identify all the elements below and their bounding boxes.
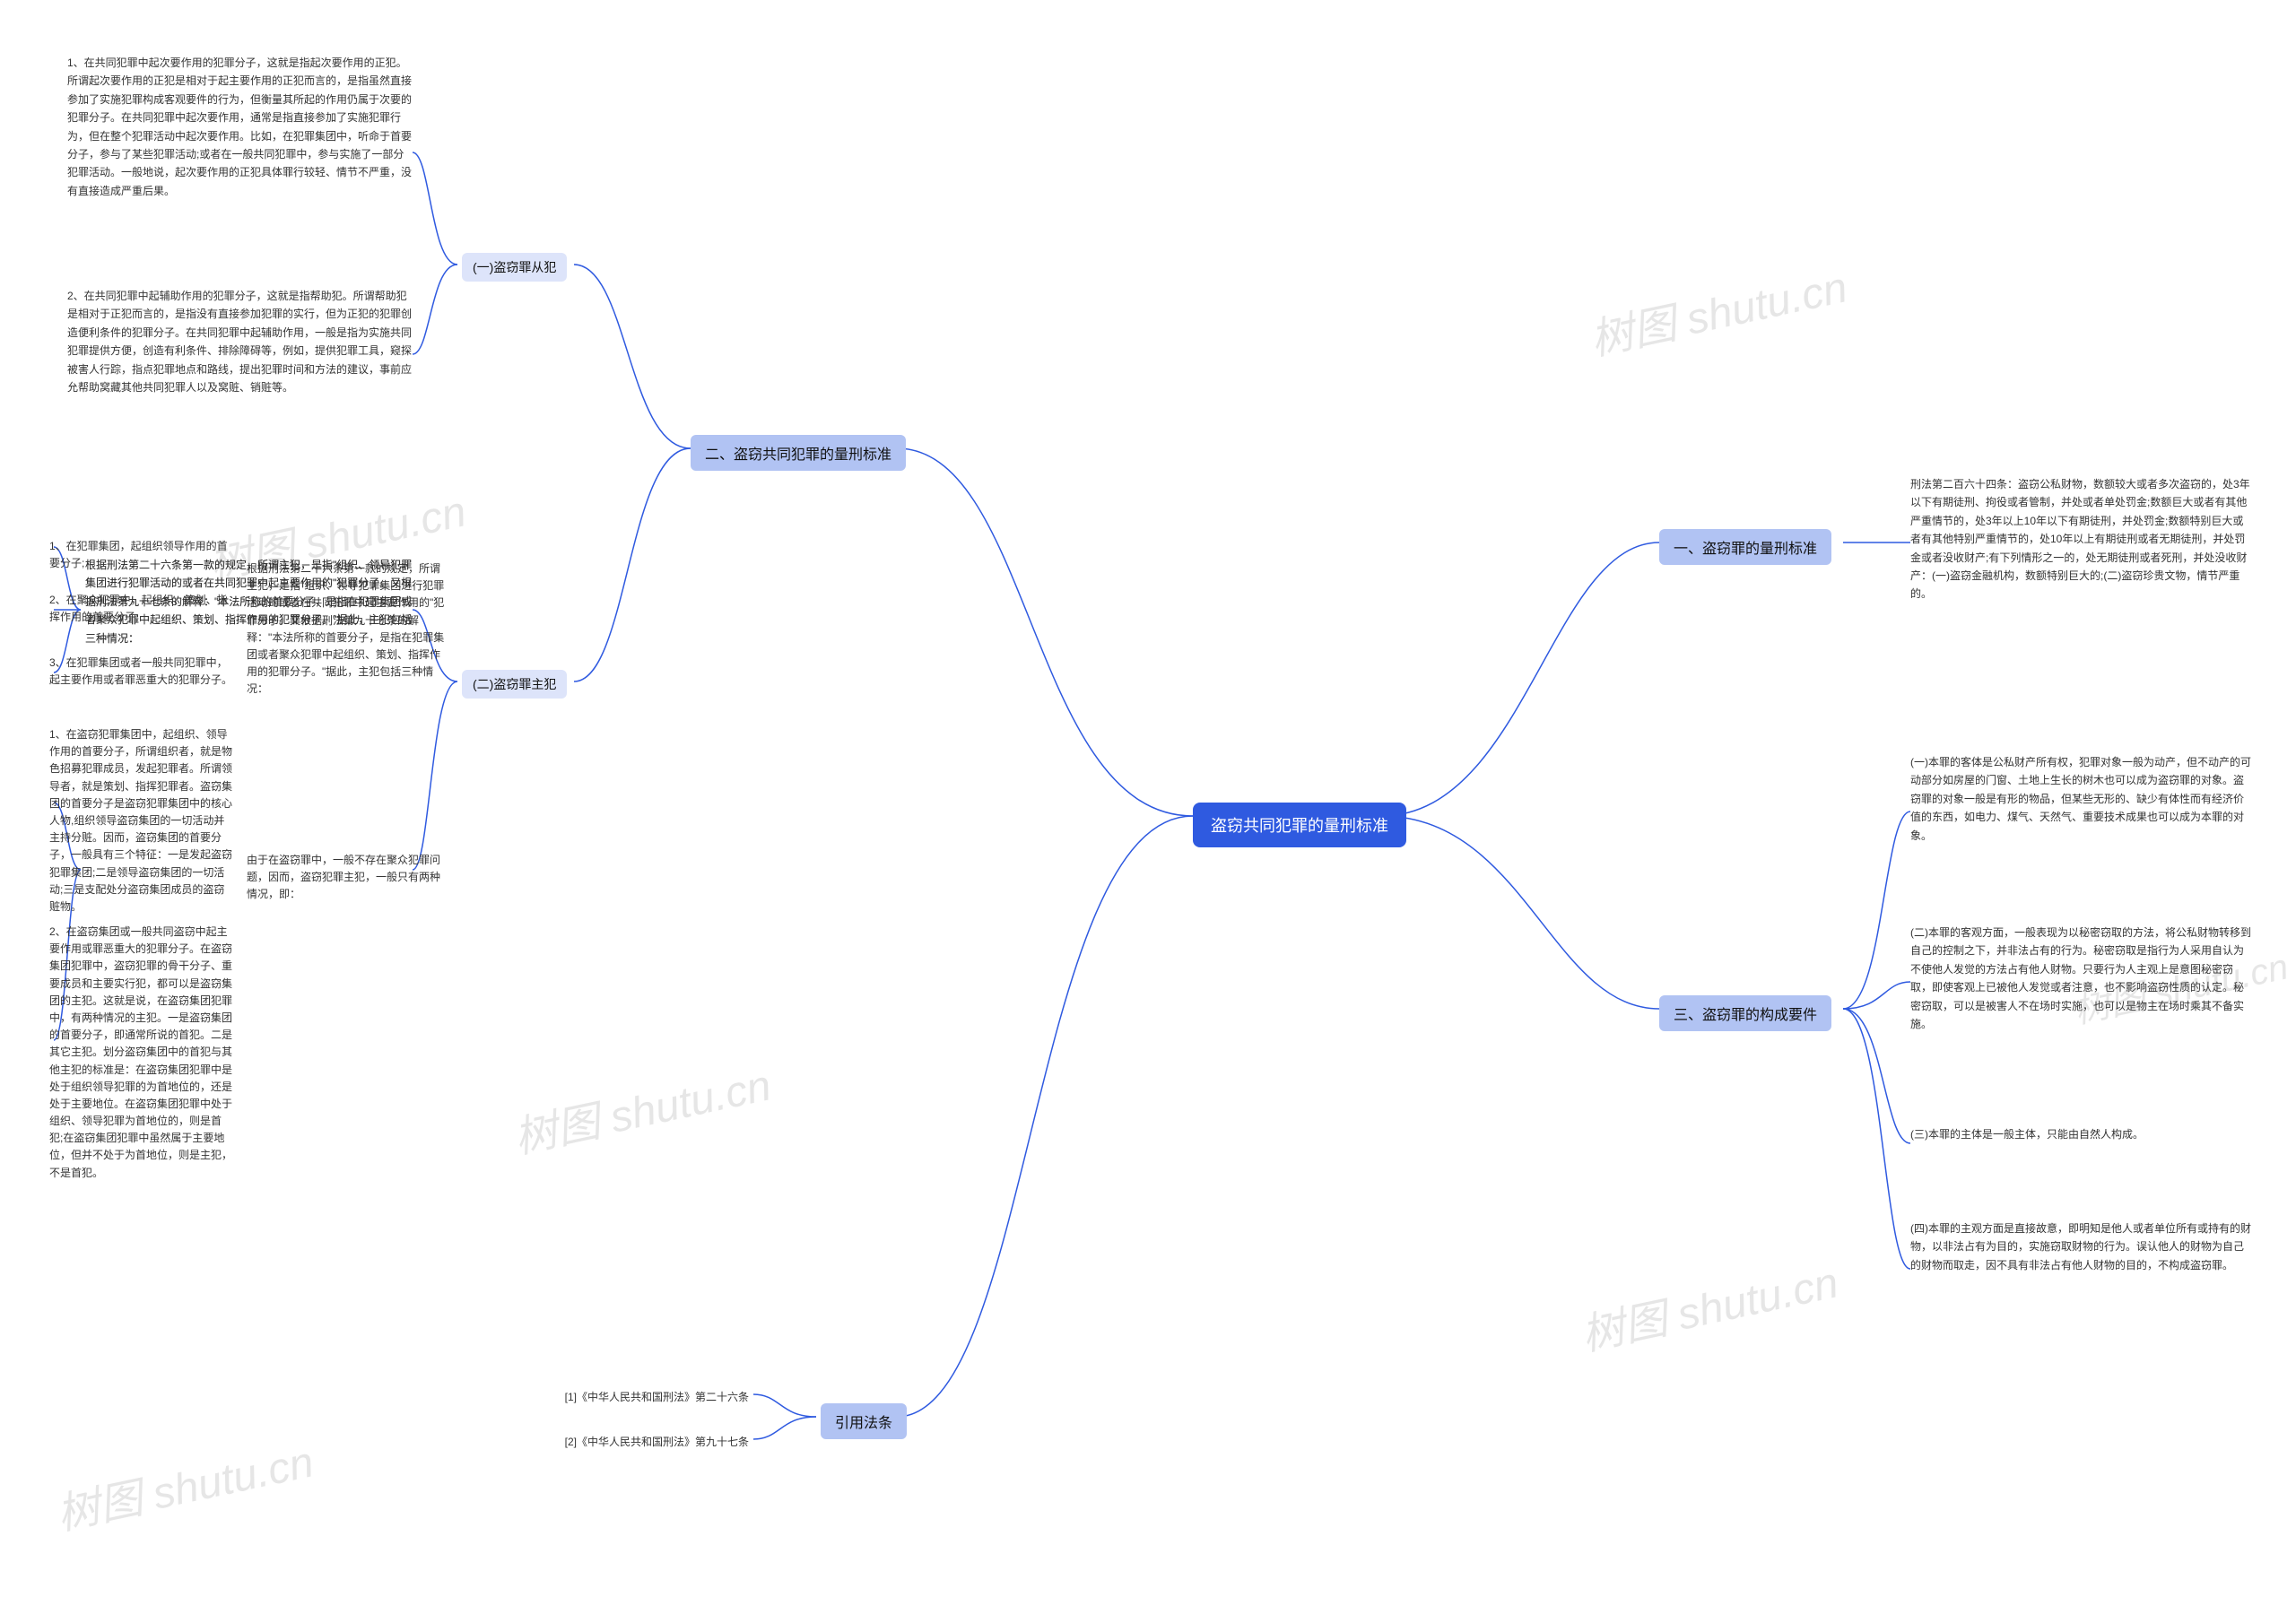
root-node: 盗窃共同犯罪的量刑标准 [1193, 803, 1406, 847]
watermark: 树图 shutu.cn [1584, 252, 1852, 368]
leaf-element-2: (二)本罪的客观方面，一般表现为以秘密窃取的方法，将公私财物转移到自己的控制之下… [1910, 924, 2251, 1033]
citation-1: [1]《中华人民共和国刑法》第二十六条 [538, 1388, 749, 1406]
leaf-element-4: (四)本罪的主观方面是直接故意，即明知是他人或者单位所有或持有的财物，以非法占有… [1910, 1219, 2251, 1274]
watermark: 树图 shutu.cn [1575, 1247, 1843, 1363]
watermark: 树图 shutu.cn [50, 1427, 318, 1542]
citation-2: [2]《中华人民共和国刑法》第九十七条 [538, 1433, 749, 1451]
leaf-article-264: 刑法第二百六十四条：盗窃公私财物，数额较大或者多次盗窃的，处3年以下有期徒刑、拘… [1910, 475, 2251, 603]
sub-principal: (二)盗窃罪主犯 [462, 670, 567, 699]
sub-accessory: (一)盗窃罪从犯 [462, 253, 567, 282]
branch-sentencing-standard: 一、盗窃罪的量刑标准 [1659, 529, 1831, 565]
principal-intro-item-1: 1、在犯罪集团，起组织领导作用的首要分子; [49, 538, 233, 572]
principal-intro-item-2: 2、在聚众犯罪中，起组织、策划、指挥作用的首要分子; [49, 592, 233, 626]
branch-joint-crime: 二、盗窃共同犯罪的量刑标准 [691, 435, 906, 471]
leaf-accessory-2: 2、在共同犯罪中起辅助作用的犯罪分子，这就是指帮助犯。所谓帮助犯是相对于正犯而言… [67, 287, 413, 396]
principal-second: 由于在盗窃罪中，一般不存在聚众犯罪问题，因而，盗窃犯罪主犯，一般只有两种情况，即… [247, 852, 448, 904]
watermark: 树图 shutu.cn [508, 1050, 776, 1166]
leaf-element-3: (三)本罪的主体是一般主体，只能由自然人构成。 [1910, 1125, 2251, 1143]
principal-second-item-2: 2、在盗窃集团或一般共同盗窃中起主要作用或罪恶重大的犯罪分子。在盗窃集团犯罪中，… [49, 924, 233, 1182]
leaf-accessory-1: 1、在共同犯罪中起次要作用的犯罪分子，这就是指起次要作用的正犯。所谓起次要作用的… [67, 54, 413, 200]
principal-intro-item-3: 3、在犯罪集团或者一般共同犯罪中，起主要作用或者罪恶重大的犯罪分子。 [49, 655, 233, 689]
branch-citations: 引用法条 [821, 1403, 907, 1439]
branch-elements: 三、盗窃罪的构成要件 [1659, 995, 1831, 1031]
principal-intro: 根据刑法第二十六条第一款的规定，所谓主犯，是指"组织、领导犯罪集团进行犯罪活动的… [247, 560, 448, 699]
leaf-element-1: (一)本罪的客体是公私财产所有权，犯罪对象一般为动产，但不动产的可动部分如房屋的… [1910, 753, 2251, 845]
principal-second-item-1: 1、在盗窃犯罪集团中，起组织、领导作用的首要分子，所谓组织者，就是物色招募犯罪成… [49, 726, 233, 916]
